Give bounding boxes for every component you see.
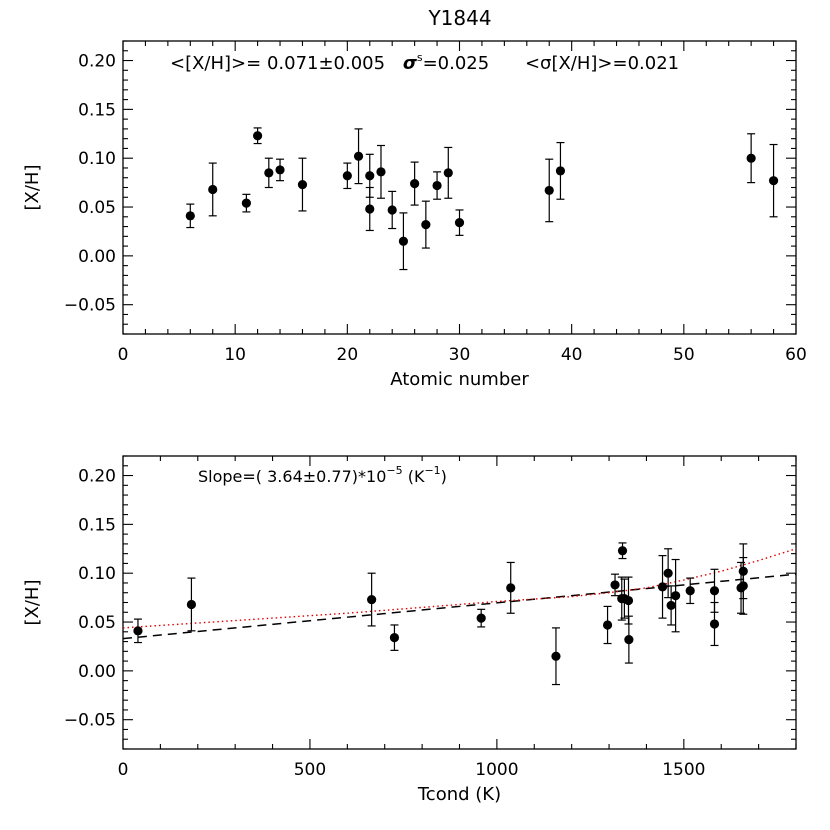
data-point	[208, 184, 218, 195]
x-tick-label: 30	[449, 345, 471, 365]
nonlinear-fit-curve	[122, 548, 797, 629]
data-point	[602, 620, 613, 630]
data-point	[133, 626, 143, 636]
plot-frame	[122, 455, 797, 750]
data-point	[421, 220, 431, 230]
y-tick-label: 0.20	[78, 467, 116, 487]
data-point	[297, 179, 308, 190]
data-point	[186, 599, 197, 610]
x-tick-label: 10	[224, 345, 246, 365]
y-axis-title: [X/H]	[22, 580, 43, 626]
data-point	[398, 236, 409, 246]
x-tick-label: 0	[118, 345, 129, 365]
data-point	[551, 651, 561, 661]
data-point	[454, 218, 465, 228]
y-tick-label: 0.15	[78, 100, 116, 120]
y-tick-label: −0.05	[64, 711, 116, 731]
data-point	[253, 131, 263, 141]
data-point	[506, 583, 516, 593]
data-point	[432, 180, 442, 191]
y-tick-label: 0.05	[78, 613, 116, 633]
x-axis-title: Tcond (K)	[417, 784, 501, 805]
data-point	[264, 168, 274, 178]
data-point	[389, 633, 400, 643]
y-tick-label: 0.00	[78, 662, 116, 682]
slope-mid: (K	[403, 467, 425, 486]
data-point	[185, 211, 195, 221]
data-point	[342, 171, 352, 181]
data-point	[624, 635, 634, 645]
data-point	[738, 581, 748, 591]
data-point	[623, 595, 634, 606]
sigma-s-value: =0.025	[423, 53, 490, 74]
bottom-annotation: Slope=( 3.64±0.77)*10−5 (K−1)	[198, 464, 447, 486]
y-tick-label: −0.05	[64, 296, 116, 316]
figure-title: Y1844	[427, 6, 491, 30]
slope-prefix: Slope=( 3.64±0.77)*10	[198, 467, 386, 486]
plot-frame	[122, 40, 797, 335]
sigma-mean-text: <σ[X/H]>=0.021	[525, 53, 679, 74]
data-point	[671, 591, 681, 601]
y-tick-label: 0.10	[78, 564, 116, 584]
linear-fit-line	[122, 573, 797, 640]
x-tick-label: 0	[118, 760, 129, 780]
data-point	[768, 176, 779, 186]
data-point	[709, 619, 720, 629]
data-point	[443, 168, 453, 178]
x-tick-label: 40	[561, 345, 583, 365]
data-point	[746, 153, 756, 163]
slope-suffix: )	[441, 467, 447, 486]
data-point	[376, 167, 386, 177]
y-tick-label: 0.05	[78, 198, 116, 218]
top-panel: <[X/H]>= 0.071±0.005 σs=0.025 <σ[X/H]>=0…	[22, 40, 807, 390]
x-tick-label: 50	[673, 345, 695, 365]
slope-unit-exponent: −1	[424, 464, 440, 477]
x-tick-label: 20	[337, 345, 359, 365]
data-point	[387, 205, 397, 215]
sigma-s-symbol: σ	[403, 53, 418, 74]
data-point	[476, 613, 486, 623]
data-point	[544, 185, 554, 196]
x-tick-label: 1500	[662, 760, 705, 780]
top-annotation: <[X/H]>= 0.071±0.005 σs=0.025 <σ[X/H]>=0…	[170, 51, 679, 74]
sigma-s-superscript: s	[417, 51, 423, 64]
x-tick-label: 500	[294, 760, 326, 780]
data-point	[666, 600, 676, 611]
y-tick-label: 0.00	[78, 247, 116, 267]
data-point	[657, 582, 668, 592]
bottom-panel: Slope=( 3.64±0.77)*10−5 (K−1) 0 500 1000 15…	[22, 455, 797, 805]
slope-exponent: −5	[386, 464, 402, 477]
y-tick-label: 0.10	[78, 149, 116, 169]
data-point	[685, 586, 695, 596]
mean-text: <[X/H]>= 0.071±0.005	[170, 53, 385, 74]
data-point	[241, 198, 251, 208]
data-point	[709, 586, 720, 596]
y-tick-label: 0.15	[78, 515, 116, 535]
data-point	[610, 580, 620, 590]
x-tick-label: 60	[785, 345, 807, 365]
data-point	[367, 594, 377, 605]
data-point	[353, 151, 364, 161]
data-point	[365, 204, 375, 214]
x-tick-label: 1000	[475, 760, 518, 780]
data-point	[555, 166, 566, 176]
x-axis-title: Atomic number	[390, 369, 529, 390]
data-point	[410, 178, 420, 189]
data-point	[663, 568, 673, 578]
data-point	[365, 171, 375, 181]
y-tick-label: 0.20	[78, 52, 116, 72]
y-axis-title: [X/H]	[22, 165, 43, 211]
data-point	[617, 546, 628, 556]
data-point	[275, 165, 285, 175]
